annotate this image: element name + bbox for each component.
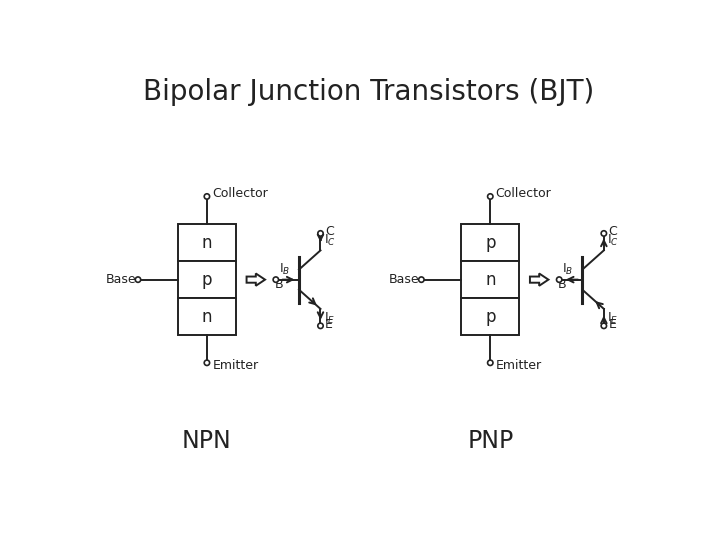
Circle shape — [204, 360, 210, 366]
Text: E: E — [325, 318, 333, 331]
Text: Emitter: Emitter — [212, 360, 258, 373]
Text: n: n — [485, 271, 495, 288]
Text: PNP: PNP — [467, 429, 513, 453]
Text: I$_C$: I$_C$ — [323, 233, 336, 248]
Text: I$_E$: I$_E$ — [323, 310, 335, 326]
Text: Base: Base — [390, 273, 420, 286]
Circle shape — [135, 277, 140, 282]
Polygon shape — [246, 273, 265, 286]
Circle shape — [487, 194, 493, 199]
Bar — [462, 261, 519, 298]
Circle shape — [601, 231, 606, 236]
Circle shape — [557, 277, 562, 282]
Text: Collector: Collector — [495, 187, 552, 200]
Circle shape — [318, 231, 323, 236]
Text: I$_E$: I$_E$ — [607, 310, 618, 326]
Text: p: p — [202, 271, 212, 288]
Text: Collector: Collector — [212, 187, 268, 200]
Text: B: B — [274, 278, 283, 291]
Circle shape — [204, 194, 210, 199]
Text: Base: Base — [106, 273, 137, 286]
Circle shape — [487, 360, 493, 366]
Text: p: p — [485, 234, 495, 252]
Circle shape — [318, 323, 323, 328]
Text: C: C — [325, 225, 334, 238]
Text: I$_B$: I$_B$ — [279, 262, 290, 277]
Circle shape — [601, 323, 606, 328]
Bar — [178, 298, 235, 335]
Circle shape — [418, 277, 424, 282]
Polygon shape — [530, 273, 549, 286]
Circle shape — [273, 277, 279, 282]
Bar — [178, 261, 235, 298]
Text: n: n — [202, 308, 212, 326]
Bar — [178, 224, 235, 261]
Bar — [462, 224, 519, 261]
Text: p: p — [485, 308, 495, 326]
Text: I$_C$: I$_C$ — [607, 233, 618, 248]
Text: Emitter: Emitter — [495, 360, 541, 373]
Text: B: B — [558, 278, 566, 291]
Text: NPN: NPN — [182, 429, 232, 453]
Text: I$_B$: I$_B$ — [562, 262, 574, 277]
Text: n: n — [202, 234, 212, 252]
Text: C: C — [608, 225, 617, 238]
Text: Bipolar Junction Transistors (BJT): Bipolar Junction Transistors (BJT) — [143, 78, 595, 106]
Bar — [462, 298, 519, 335]
Text: E: E — [608, 318, 616, 331]
